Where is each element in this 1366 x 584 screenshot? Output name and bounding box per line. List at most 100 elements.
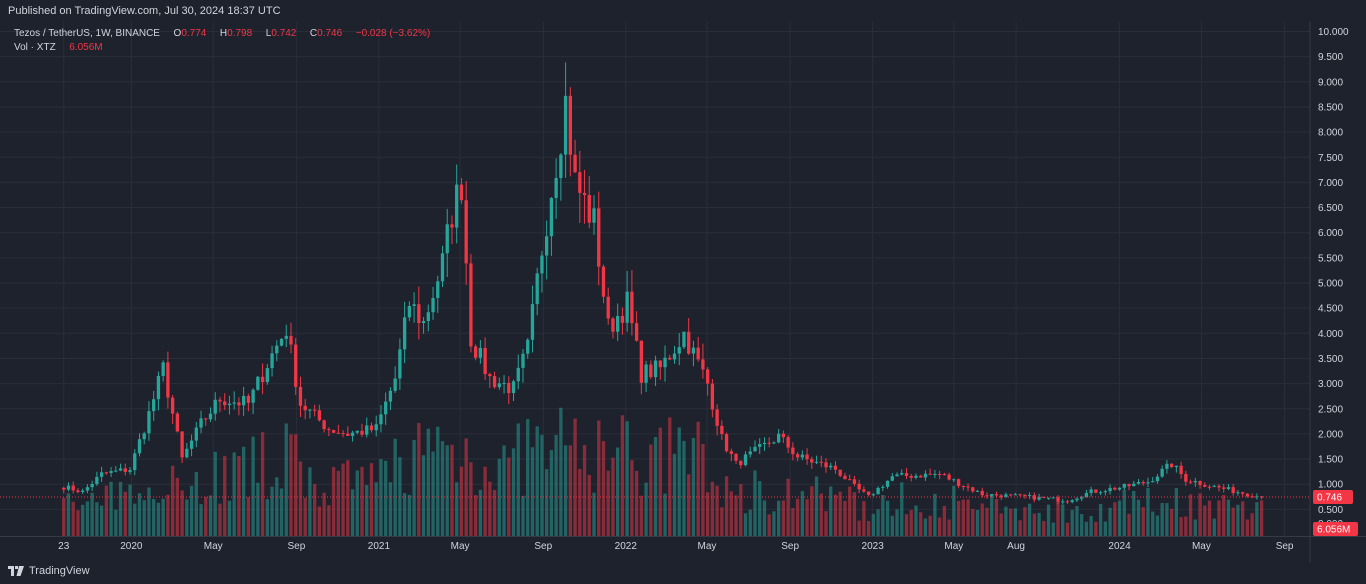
volume-bar xyxy=(66,493,71,536)
candle-body xyxy=(1184,474,1188,482)
volume-bar xyxy=(384,460,388,536)
candle-body xyxy=(156,375,161,400)
candle-body xyxy=(1207,486,1212,488)
candle-body xyxy=(270,353,274,369)
volume-bar xyxy=(388,482,393,536)
candle-body xyxy=(1146,482,1150,484)
candle-body xyxy=(123,468,127,472)
candle-body xyxy=(407,305,412,318)
volume-bar xyxy=(1212,518,1216,536)
volume-bar xyxy=(62,497,66,536)
volume-bar xyxy=(289,434,293,536)
candle-body xyxy=(317,410,322,421)
volume-bar xyxy=(971,508,975,536)
chart-area[interactable]: 0.500 1.000 1.500 2.000 2.500 3.000 3.500 4.000… xyxy=(0,22,1366,562)
candle-body xyxy=(914,475,918,478)
candle-body xyxy=(1051,497,1055,499)
volume-bar xyxy=(256,482,260,536)
tradingview-logo[interactable]: TradingView xyxy=(8,565,90,577)
volume-bar xyxy=(800,491,804,536)
volume-bar xyxy=(1004,506,1008,536)
volume-bar xyxy=(653,436,658,536)
candle-body xyxy=(549,197,554,237)
candle-body xyxy=(1231,487,1235,494)
y-tick-label: 7.500 xyxy=(1318,153,1343,164)
volume-bar xyxy=(90,492,94,536)
candle-body xyxy=(1165,463,1169,469)
candle-body xyxy=(601,266,606,297)
candle-body xyxy=(866,491,871,495)
volume-bar xyxy=(833,494,838,536)
candle-body xyxy=(895,474,899,477)
volume-bar xyxy=(511,448,516,536)
candle-body xyxy=(937,473,942,475)
candle-body xyxy=(445,224,449,254)
volume-bar xyxy=(1056,500,1060,536)
candle-body xyxy=(331,430,336,433)
candle-body xyxy=(298,386,303,406)
candle-body xyxy=(1203,484,1207,487)
x-tick-label: May xyxy=(204,541,223,552)
candle-body xyxy=(473,346,478,358)
candle-body xyxy=(464,200,468,264)
candle-body xyxy=(767,442,771,444)
price-chart[interactable]: 0.500 1.000 1.500 2.000 2.500 3.000 3.500 4.000… xyxy=(0,22,1366,562)
candle-body xyxy=(284,335,288,339)
volume-bar xyxy=(1046,504,1051,536)
volume-bar xyxy=(885,500,890,536)
volume-bar xyxy=(933,493,937,536)
candle-body xyxy=(881,486,885,488)
volume-bar xyxy=(1051,522,1055,536)
volume-bar xyxy=(923,518,928,536)
candle-body xyxy=(1056,497,1060,502)
volume-bar xyxy=(582,445,587,536)
x-tick-label: Sep xyxy=(1276,541,1294,552)
candle-body xyxy=(313,409,317,411)
candle-body xyxy=(488,374,492,377)
candle-body xyxy=(696,347,700,360)
candle-body xyxy=(346,433,350,436)
candle-body xyxy=(705,369,710,384)
y-tick-label: 5.500 xyxy=(1318,253,1343,264)
volume-bar xyxy=(952,485,956,536)
candle-body xyxy=(1117,487,1122,490)
candle-body xyxy=(1018,494,1022,496)
candle-body xyxy=(223,401,227,406)
volume-bar xyxy=(824,511,828,536)
volume-bar xyxy=(426,428,430,536)
candle-body xyxy=(417,304,421,324)
candle-body xyxy=(483,347,487,375)
x-tick-label: May xyxy=(698,541,717,552)
volume-bar xyxy=(829,486,833,536)
candle-body xyxy=(289,335,293,345)
candle-body xyxy=(582,192,587,196)
candle-body xyxy=(871,494,876,496)
volume-bar xyxy=(369,463,374,536)
candle-body xyxy=(1236,492,1240,494)
candle-body xyxy=(644,364,648,383)
candle-body xyxy=(204,418,208,420)
volume-bar xyxy=(691,437,696,536)
candle-body xyxy=(388,390,393,402)
candle-body xyxy=(246,395,251,403)
y-tick-label: 3.000 xyxy=(1318,379,1343,390)
candle-body xyxy=(208,413,213,420)
candle-body xyxy=(1113,487,1117,490)
candle-body xyxy=(843,475,847,480)
candle-body xyxy=(374,424,378,431)
candle-body xyxy=(1245,493,1250,497)
candle-body xyxy=(838,469,842,476)
candle-body xyxy=(691,347,696,354)
volume-bar xyxy=(1122,489,1126,536)
volume-bar xyxy=(85,501,90,536)
last-volume-label: 6.056M xyxy=(1317,525,1350,536)
volume-bar xyxy=(1155,515,1160,536)
candle-body xyxy=(360,430,364,435)
candle-body xyxy=(256,376,260,390)
candle-body xyxy=(677,347,681,354)
volume-bar xyxy=(379,459,383,536)
volume-bar xyxy=(843,500,847,536)
volume-bar xyxy=(365,484,369,536)
candle-body xyxy=(279,338,284,346)
x-tick-label: May xyxy=(944,541,963,552)
